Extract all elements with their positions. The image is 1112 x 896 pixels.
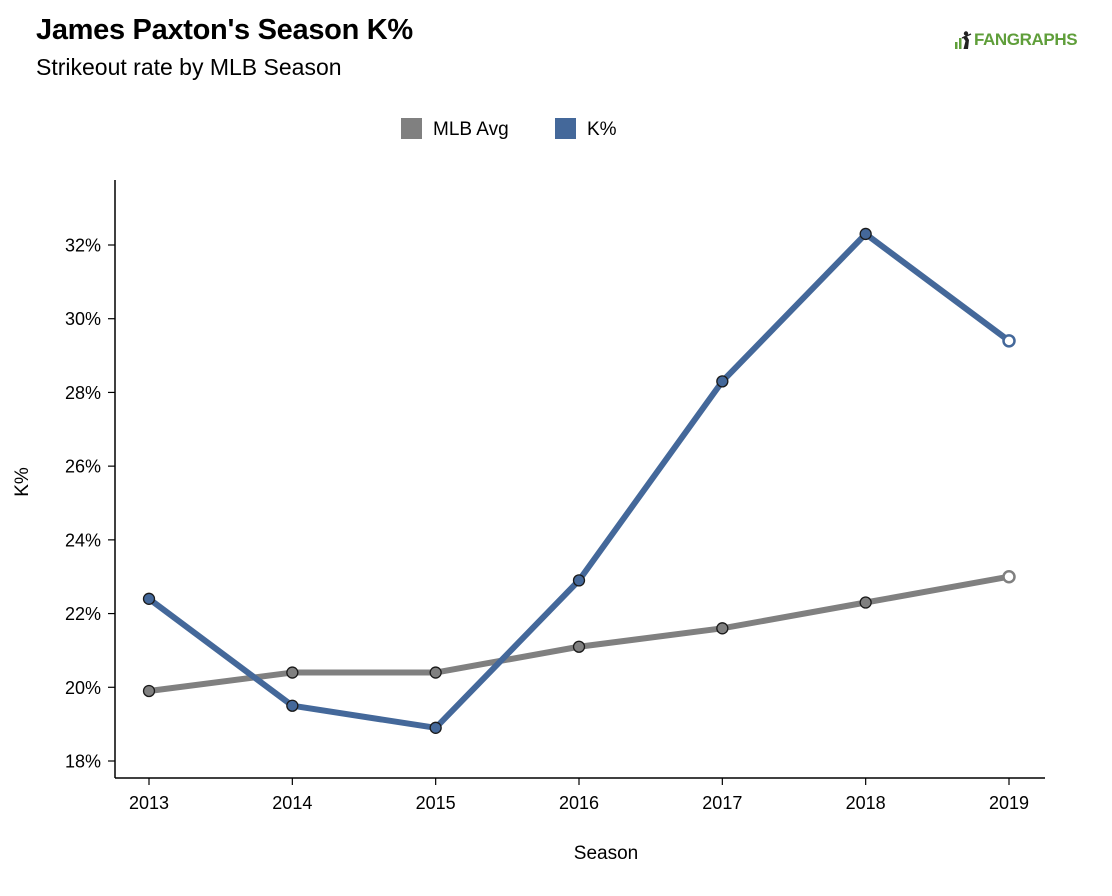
fangraphs-logo-icon: [955, 31, 972, 49]
data-point-k[interactable]: [429, 721, 442, 734]
data-point-mlb-avg[interactable]: [716, 622, 729, 635]
y-axis-title: K%: [12, 467, 33, 497]
legend-label-k: K%: [587, 119, 617, 140]
y-tick-label: 28%: [65, 383, 101, 403]
series-layer: [142, 227, 1016, 734]
data-point-mlb-avg[interactable]: [859, 596, 872, 609]
x-axis-title: Season: [574, 843, 638, 864]
y-tick-label: 20%: [65, 678, 101, 698]
legend-swatch-k: [555, 118, 576, 139]
x-tick-label: 2017: [702, 793, 742, 813]
data-point-mlb-avg[interactable]: [142, 684, 156, 698]
x-tick-label: 2014: [272, 793, 312, 813]
y-tick-label: 26%: [65, 457, 101, 477]
y-tick-label: 22%: [65, 604, 101, 624]
x-tick-label: 2013: [129, 793, 169, 813]
legend-swatch-mlb-avg: [401, 118, 422, 139]
data-point-k[interactable]: [142, 592, 156, 605]
x-tick-label: 2016: [559, 793, 599, 813]
y-tick-label: 30%: [65, 309, 101, 329]
y-tick-label: 32%: [65, 236, 101, 256]
series-line-mlb-avg: [146, 573, 1012, 694]
x-tick-label: 2018: [846, 793, 886, 813]
data-point-k[interactable]: [716, 375, 729, 388]
chart-subtitle: Strikeout rate by MLB Season: [36, 54, 342, 80]
x-tick-label: 2015: [416, 793, 456, 813]
axes: 18% 20% 22% 24% 26% 28% 30% 32% 2013 2014 2015 2016…: [65, 180, 1045, 813]
fangraphs-logo-text: FANGRAPHS: [974, 30, 1078, 49]
x-tick-label: 2019: [989, 793, 1029, 813]
data-point-k[interactable]: [572, 574, 586, 587]
y-tick-label: 24%: [65, 530, 101, 550]
data-point-mlb-avg[interactable]: [572, 640, 586, 653]
data-point-k[interactable]: [859, 227, 872, 241]
data-point-mlb-avg[interactable]: [429, 666, 442, 679]
data-point-k[interactable]: [286, 699, 299, 712]
chart-title: James Paxton's Season K%: [36, 14, 413, 46]
data-point-k[interactable]: [1002, 334, 1016, 348]
y-tick-label: 18%: [65, 752, 101, 772]
legend: MLB Avg K%: [401, 118, 617, 140]
series-line-k: [146, 230, 1012, 731]
data-point-mlb-avg[interactable]: [286, 666, 299, 679]
data-point-mlb-avg[interactable]: [1002, 569, 1016, 584]
legend-label-mlb-avg: MLB Avg: [433, 119, 509, 140]
fangraphs-logo: FANGRAPHS: [954, 28, 1078, 52]
